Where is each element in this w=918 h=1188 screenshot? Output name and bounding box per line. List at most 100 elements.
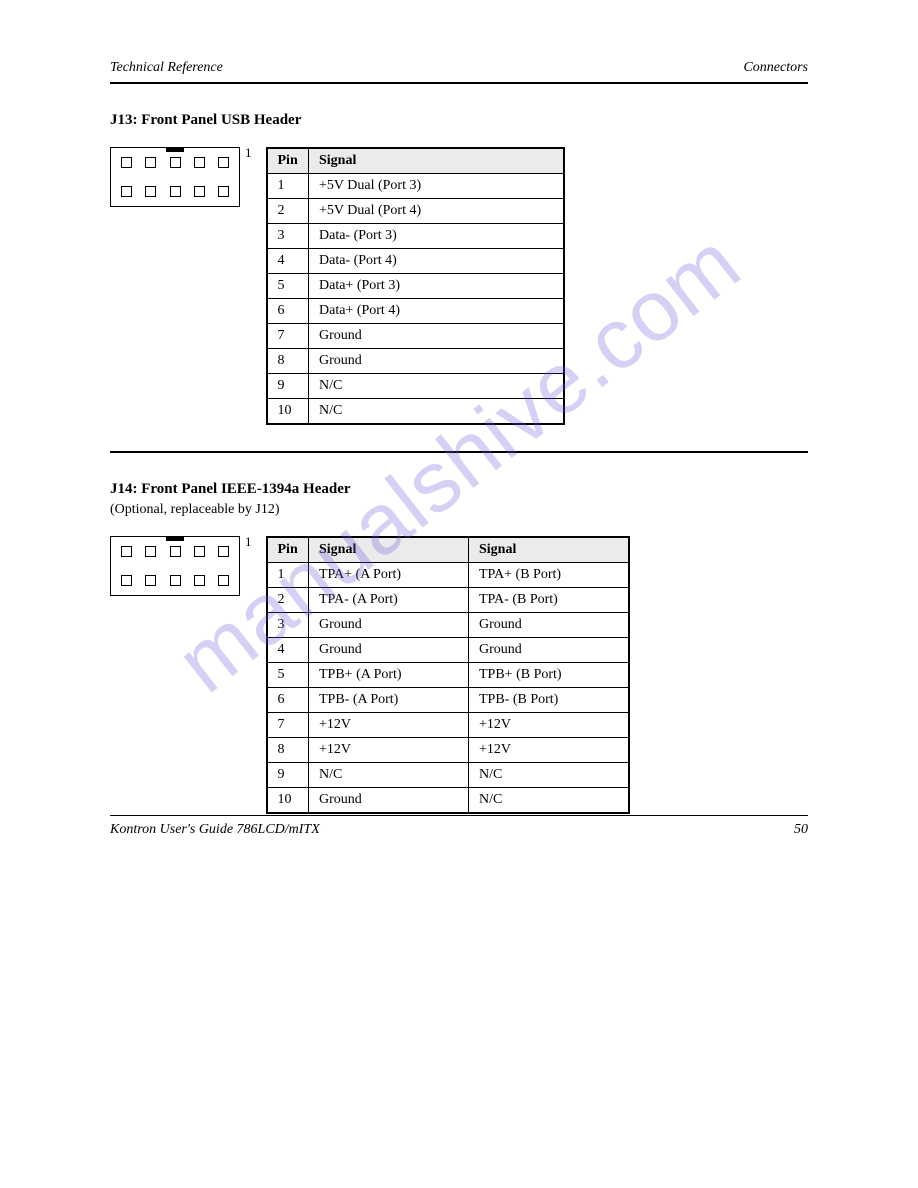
header-right: Connectors (743, 60, 808, 76)
cell-signal: Data- (Port 3) (309, 224, 564, 249)
cell-pin: 2 (267, 588, 309, 613)
section2-table: Pin Signal Signal 1TPA+ (A Port)TPA+ (B … (266, 536, 630, 814)
connector-diagram (110, 536, 240, 596)
cell-pin: 4 (267, 249, 309, 274)
cell-signal-a: TPA- (A Port) (309, 588, 469, 613)
table-row: 9N/C (267, 374, 564, 399)
cell-pin: 8 (267, 349, 309, 374)
cell-signal: Data+ (Port 4) (309, 299, 564, 324)
page-header: Technical Reference Connectors (110, 60, 808, 76)
cell-signal-a: Ground (309, 638, 469, 663)
pin-box (218, 546, 229, 557)
pin-box (121, 546, 132, 557)
pin-box (218, 575, 229, 586)
cell-signal-b: TPA- (B Port) (469, 588, 629, 613)
cell-signal-a: TPB- (A Port) (309, 688, 469, 713)
connector-diagram (110, 147, 240, 207)
cell-pin: 5 (267, 663, 309, 688)
cell-pin: 4 (267, 638, 309, 663)
pin-box (170, 575, 181, 586)
table-row: 10GroundN/C (267, 788, 629, 814)
table-row: 7Ground (267, 324, 564, 349)
pin-box (145, 575, 156, 586)
connector2-wrap: 1 (110, 536, 252, 596)
cell-signal-b: TPA+ (B Port) (469, 563, 629, 588)
cell-signal-a: +12V (309, 713, 469, 738)
table-row: 5TPB+ (A Port)TPB+ (B Port) (267, 663, 629, 688)
cell-signal-b: +12V (469, 738, 629, 763)
cell-signal-a: N/C (309, 763, 469, 788)
cell-pin: 10 (267, 788, 309, 814)
pin-box (121, 575, 132, 586)
cell-signal: Data- (Port 4) (309, 249, 564, 274)
pin1-label: 1 (245, 534, 252, 550)
cell-signal-b: TPB- (B Port) (469, 688, 629, 713)
th-signal-b: Signal (469, 537, 629, 563)
th-signal-a: Signal (309, 537, 469, 563)
cell-signal-b: +12V (469, 713, 629, 738)
cell-signal: +5V Dual (Port 3) (309, 174, 564, 199)
header-rule (110, 82, 808, 84)
th-signal: Signal (309, 148, 564, 174)
table-row: 9N/CN/C (267, 763, 629, 788)
cell-signal-b: Ground (469, 638, 629, 663)
th-pin: Pin (267, 148, 309, 174)
footer-right: 50 (794, 822, 808, 838)
table-row: 1TPA+ (A Port)TPA+ (B Port) (267, 563, 629, 588)
pin-box (170, 186, 181, 197)
table-row: 6TPB- (A Port)TPB- (B Port) (267, 688, 629, 713)
cell-pin: 6 (267, 299, 309, 324)
table-row: 1+5V Dual (Port 3) (267, 174, 564, 199)
connector-pinrow-top (121, 546, 229, 557)
section2-tbody: 1TPA+ (A Port)TPA+ (B Port)2TPA- (A Port… (267, 563, 629, 814)
cell-signal: Data+ (Port 3) (309, 274, 564, 299)
cell-signal-b: N/C (469, 763, 629, 788)
table-row: 2TPA- (A Port)TPA- (B Port) (267, 588, 629, 613)
pin-box (194, 575, 205, 586)
section1-tbody: 1+5V Dual (Port 3)2+5V Dual (Port 4)3Dat… (267, 174, 564, 425)
table-row: 4Data- (Port 4) (267, 249, 564, 274)
table-row: 2+5V Dual (Port 4) (267, 199, 564, 224)
cell-pin: 9 (267, 374, 309, 399)
cell-pin: 10 (267, 399, 309, 425)
cell-signal: N/C (309, 374, 564, 399)
connector-pinrow-top (121, 157, 229, 168)
cell-signal-b: N/C (469, 788, 629, 814)
pin-box (121, 157, 132, 168)
section1-title: J13: Front Panel USB Header (110, 112, 808, 129)
page-root: Technical Reference Connectors J13: Fron… (0, 0, 918, 890)
table-row: 3GroundGround (267, 613, 629, 638)
table-row: 10N/C (267, 399, 564, 425)
pin1-label: 1 (245, 145, 252, 161)
cell-pin: 3 (267, 613, 309, 638)
cell-pin: 3 (267, 224, 309, 249)
cell-signal-a: Ground (309, 788, 469, 814)
table-row: 4GroundGround (267, 638, 629, 663)
cell-pin: 1 (267, 174, 309, 199)
section2-subtitle: (Optional, replaceable by J12) (110, 502, 808, 518)
footer-left: Kontron User's Guide 786LCD/mITX (110, 822, 320, 838)
pin-box (145, 186, 156, 197)
cell-pin: 6 (267, 688, 309, 713)
pin-box (170, 546, 181, 557)
cell-signal-b: Ground (469, 613, 629, 638)
cell-pin: 7 (267, 713, 309, 738)
pin-box (170, 157, 181, 168)
cell-signal: N/C (309, 399, 564, 425)
cell-signal-b: TPB+ (B Port) (469, 663, 629, 688)
cell-pin: 5 (267, 274, 309, 299)
cell-signal-a: +12V (309, 738, 469, 763)
pin-box (145, 546, 156, 557)
connector-pinrow-bottom (121, 575, 229, 586)
cell-signal-a: TPA+ (A Port) (309, 563, 469, 588)
header-left: Technical Reference (110, 60, 223, 76)
cell-pin: 9 (267, 763, 309, 788)
cell-signal-a: TPB+ (A Port) (309, 663, 469, 688)
pin-box (194, 546, 205, 557)
cell-pin: 8 (267, 738, 309, 763)
cell-signal-a: Ground (309, 613, 469, 638)
pin-box (194, 186, 205, 197)
cell-pin: 2 (267, 199, 309, 224)
cell-signal: +5V Dual (Port 4) (309, 199, 564, 224)
cell-pin: 7 (267, 324, 309, 349)
